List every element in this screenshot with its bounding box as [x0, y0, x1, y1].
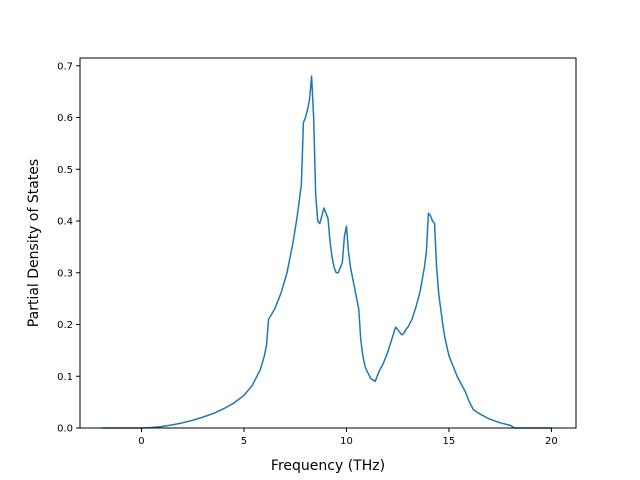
x-tick-label: 5 [241, 436, 247, 447]
y-axis-title: Partial Density of States [26, 159, 42, 327]
y-tick-label: 0.0 [57, 424, 73, 435]
x-tick-label: 15 [443, 436, 456, 447]
series-line-0 [101, 75, 553, 429]
y-tick-label: 0.5 [57, 165, 73, 176]
series-layer [101, 75, 553, 429]
y-tick-label: 0.7 [57, 61, 73, 72]
y-tick-label: 0.3 [57, 268, 73, 279]
y-tick-label: 0.6 [57, 113, 73, 124]
y-axis-ticks: 0.0 0.1 0.2 0.3 0.4 0.5 0.6 0.7 [57, 61, 80, 435]
y-tick-label: 0.4 [57, 217, 73, 228]
x-axis-ticks: 0 5 10 15 20 [138, 428, 558, 447]
y-tick-label: 0.1 [57, 372, 73, 383]
x-tick-label: 10 [340, 436, 353, 447]
y-tick-label: 0.2 [57, 320, 73, 331]
x-tick-label: 0 [138, 436, 144, 447]
x-axis-title: Frequency (THz) [271, 458, 385, 474]
x-tick-label: 20 [545, 436, 558, 447]
plot-area [80, 58, 576, 428]
axes-frame [79, 57, 577, 429]
